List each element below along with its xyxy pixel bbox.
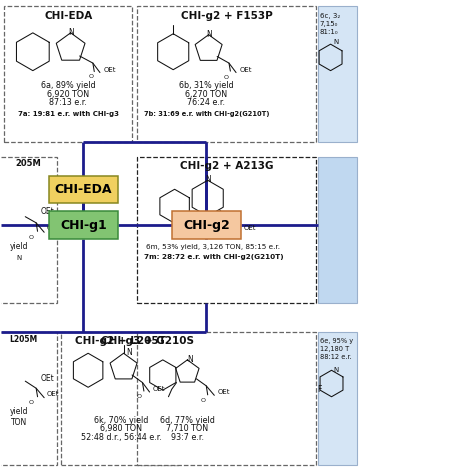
Text: O: O	[136, 394, 141, 399]
Text: 7,710 TON: 7,710 TON	[166, 424, 209, 433]
Text: 52:48 d.r., 56:44 e.r.: 52:48 d.r., 56:44 e.r.	[81, 433, 162, 442]
Text: 87:13 e.r.: 87:13 e.r.	[49, 98, 87, 107]
Text: 7b: 31:69 e.r. with CHI-g2(G210T): 7b: 31:69 e.r. with CHI-g2(G210T)	[144, 111, 269, 117]
Text: 6d, 77% yield: 6d, 77% yield	[160, 416, 215, 425]
Text: L205M: L205M	[9, 335, 37, 344]
Text: OEt: OEt	[243, 225, 255, 230]
Text: N: N	[187, 355, 192, 364]
Text: O: O	[29, 400, 34, 405]
Text: N: N	[127, 348, 132, 357]
Bar	[137, 156, 317, 303]
Text: 6b, 31% yield: 6b, 31% yield	[179, 81, 234, 90]
Text: 6,980 TON: 6,980 TON	[100, 424, 142, 433]
Text: OEt: OEt	[41, 207, 55, 216]
Bar	[0, 156, 57, 303]
Bar	[61, 331, 179, 465]
Text: O: O	[225, 233, 229, 238]
Text: 7m: 28:72 e.r. with CHI-g2(G210T): 7m: 28:72 e.r. with CHI-g2(G210T)	[144, 254, 283, 260]
Bar	[49, 211, 118, 239]
Text: OEt: OEt	[153, 386, 165, 392]
Text: 6m, 53% yield, 3,126 TON, 85:15 e.r.: 6m, 53% yield, 3,126 TON, 85:15 e.r.	[146, 245, 280, 250]
Bar	[172, 211, 240, 239]
Text: OEt: OEt	[239, 67, 252, 73]
Text: N: N	[206, 30, 211, 39]
Text: CHI-g2 + L205T: CHI-g2 + L205T	[75, 336, 166, 346]
Text: OEt: OEt	[41, 374, 55, 383]
Text: 6k, 70% yield: 6k, 70% yield	[94, 416, 148, 425]
Bar	[0, 331, 57, 465]
Text: 7,15₀: 7,15₀	[319, 20, 338, 27]
Text: yield: yield	[9, 242, 28, 251]
Text: F: F	[318, 385, 322, 394]
Text: 6e, 95% y: 6e, 95% y	[319, 337, 353, 344]
Text: OEt: OEt	[104, 67, 116, 73]
Bar	[137, 6, 317, 143]
Text: N: N	[205, 175, 210, 184]
Bar	[49, 176, 118, 203]
Text: 205M: 205M	[15, 159, 41, 168]
Text: 93:7 e.r.: 93:7 e.r.	[171, 433, 204, 442]
Bar	[4, 6, 132, 143]
Text: 6,920 TON: 6,920 TON	[47, 90, 89, 99]
Text: O: O	[29, 235, 34, 240]
Text: yield: yield	[9, 407, 28, 416]
Text: CHI-EDA: CHI-EDA	[44, 10, 92, 21]
Text: 88:12 e.r.: 88:12 e.r.	[319, 354, 351, 360]
Text: CHI-g2 + F153P: CHI-g2 + F153P	[181, 10, 273, 21]
Text: 6,270 TON: 6,270 TON	[185, 90, 228, 99]
Text: OEt: OEt	[47, 226, 60, 231]
Text: O: O	[89, 74, 94, 79]
Text: N: N	[16, 255, 21, 261]
Text: CHI-g3 + G210S: CHI-g3 + G210S	[100, 336, 194, 346]
Text: CHI-g2 + A213G: CHI-g2 + A213G	[180, 161, 273, 172]
Text: OEt: OEt	[47, 391, 60, 397]
Bar	[318, 331, 357, 465]
Bar	[318, 6, 357, 143]
Bar	[137, 331, 317, 465]
Text: 7a: 19:81 e.r. with CHI-g3: 7a: 19:81 e.r. with CHI-g3	[18, 111, 119, 117]
Text: N: N	[334, 39, 339, 46]
Text: O: O	[224, 75, 228, 80]
Text: OEt: OEt	[218, 389, 230, 395]
Text: 76:24 e.r.: 76:24 e.r.	[187, 98, 225, 107]
Text: CHI-g1: CHI-g1	[60, 219, 107, 232]
Bar	[318, 156, 357, 303]
Text: 12,180 T: 12,180 T	[319, 346, 349, 352]
Text: O: O	[201, 398, 205, 403]
Text: N: N	[334, 367, 339, 374]
Text: CHI-g2: CHI-g2	[183, 219, 230, 232]
Text: N: N	[68, 28, 73, 37]
Text: CHI-EDA: CHI-EDA	[55, 183, 112, 196]
Text: 6c, 3₂: 6c, 3₂	[319, 12, 340, 18]
Text: 6a, 89% yield: 6a, 89% yield	[41, 81, 96, 90]
Text: 81:1₀: 81:1₀	[319, 28, 338, 35]
Text: TON: TON	[10, 418, 27, 427]
